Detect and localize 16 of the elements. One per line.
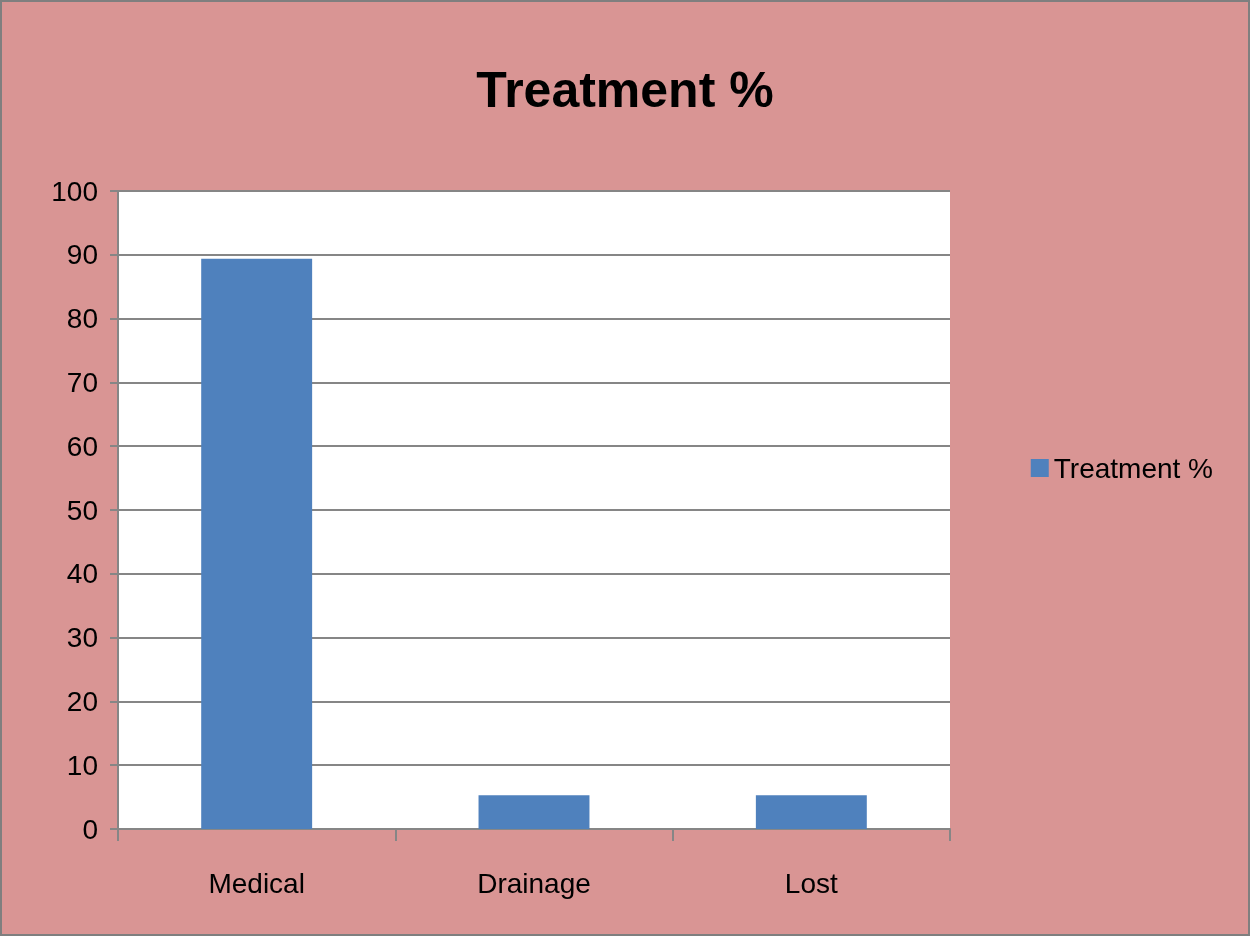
y-tick-label: 10: [66, 749, 98, 781]
y-tick-label: 80: [66, 303, 98, 335]
y-tick-label: 100: [51, 175, 98, 207]
y-tick-label: 20: [66, 685, 98, 717]
legend-label: Treatment %: [1053, 452, 1214, 484]
y-tick-label: 30: [66, 622, 98, 654]
y-tick-label: 90: [66, 239, 98, 271]
x-tick-label: Drainage: [477, 867, 591, 899]
y-tick-label: 0: [82, 813, 98, 845]
y-tick-label: 50: [66, 494, 98, 526]
y-tick-label: 70: [66, 366, 98, 398]
y-tick-label: 60: [66, 430, 98, 462]
x-tick-label: Lost: [784, 867, 839, 899]
chart-title: Treatment %: [476, 62, 774, 118]
y-tick-label: 40: [66, 558, 98, 590]
x-tick-label: Medical: [208, 867, 305, 899]
